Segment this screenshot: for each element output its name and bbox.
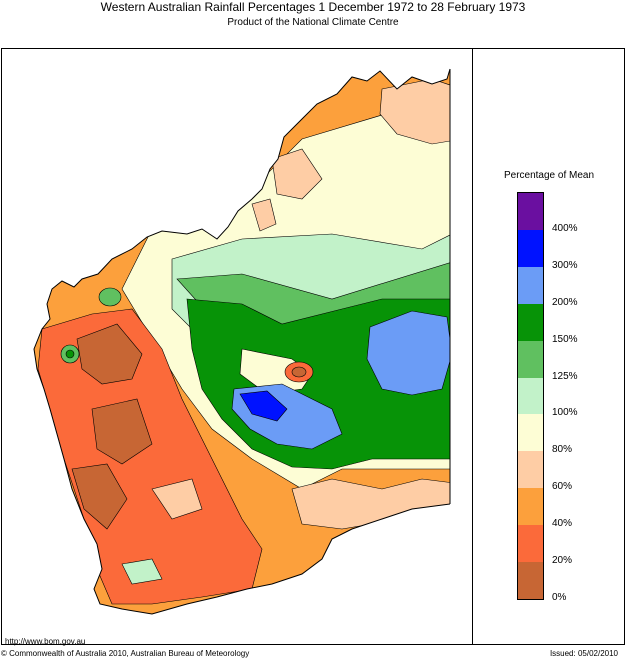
legend-label: 125%	[552, 370, 578, 382]
legend-swatch	[518, 193, 543, 230]
legend-label: 300%	[552, 259, 578, 271]
zone-100-125-south-coast	[121, 558, 163, 585]
footer-copyright: © Commonwealth of Australia 2010, Austra…	[1, 649, 250, 658]
legend-label: 20%	[552, 555, 573, 567]
spot-150-200-west	[65, 349, 75, 359]
legend-label: 60%	[552, 481, 573, 493]
legend-label: 400%	[552, 222, 578, 234]
zone-0-20-b	[91, 398, 153, 465]
zone-60-80-kimberley	[251, 198, 277, 232]
legend-swatch	[518, 377, 543, 415]
legend-label: 100%	[552, 407, 578, 419]
rainfall-map	[33, 68, 451, 615]
legend-swatch	[518, 562, 543, 599]
legend-swatch	[518, 525, 543, 563]
spot-125-150-pilbara	[98, 287, 122, 307]
map-frame	[1, 48, 625, 645]
zone-60-80-north	[271, 148, 323, 200]
legend-swatch	[518, 414, 543, 452]
footer-url[interactable]: http://www.bom.gov.au	[5, 637, 86, 646]
legend-label: 200%	[552, 296, 578, 308]
coastline	[33, 68, 451, 615]
legend-label: 0%	[552, 592, 567, 603]
legend-swatch	[518, 451, 543, 489]
footer-issued-date: Issued: 05/02/2010	[549, 649, 618, 658]
zone-200-300-east	[366, 310, 450, 396]
zone-60-80-southwest	[151, 478, 203, 520]
map-title: Western Australian Rainfall Percentages …	[100, 0, 526, 14]
map-subtitle: Product of the National Climate Centre	[227, 17, 399, 28]
legend-swatch	[518, 488, 543, 526]
zone-0-20-a	[76, 323, 143, 385]
zone-0-20-c	[71, 463, 128, 530]
legend-label: 80%	[552, 444, 573, 456]
legend-divider	[472, 48, 473, 645]
legend-swatch	[518, 340, 543, 378]
legend-swatch	[518, 229, 543, 267]
legend-swatch	[518, 266, 543, 304]
zone-80-100-central	[239, 348, 313, 395]
spot-0-20-central	[291, 366, 307, 378]
legend-label: 150%	[552, 333, 578, 345]
legend-label: 40%	[552, 518, 573, 530]
legend-color-bar	[517, 192, 544, 600]
legend-swatch	[518, 303, 543, 341]
legend-title: Percentage of Mean	[503, 170, 595, 181]
zone-300-400	[239, 390, 288, 422]
